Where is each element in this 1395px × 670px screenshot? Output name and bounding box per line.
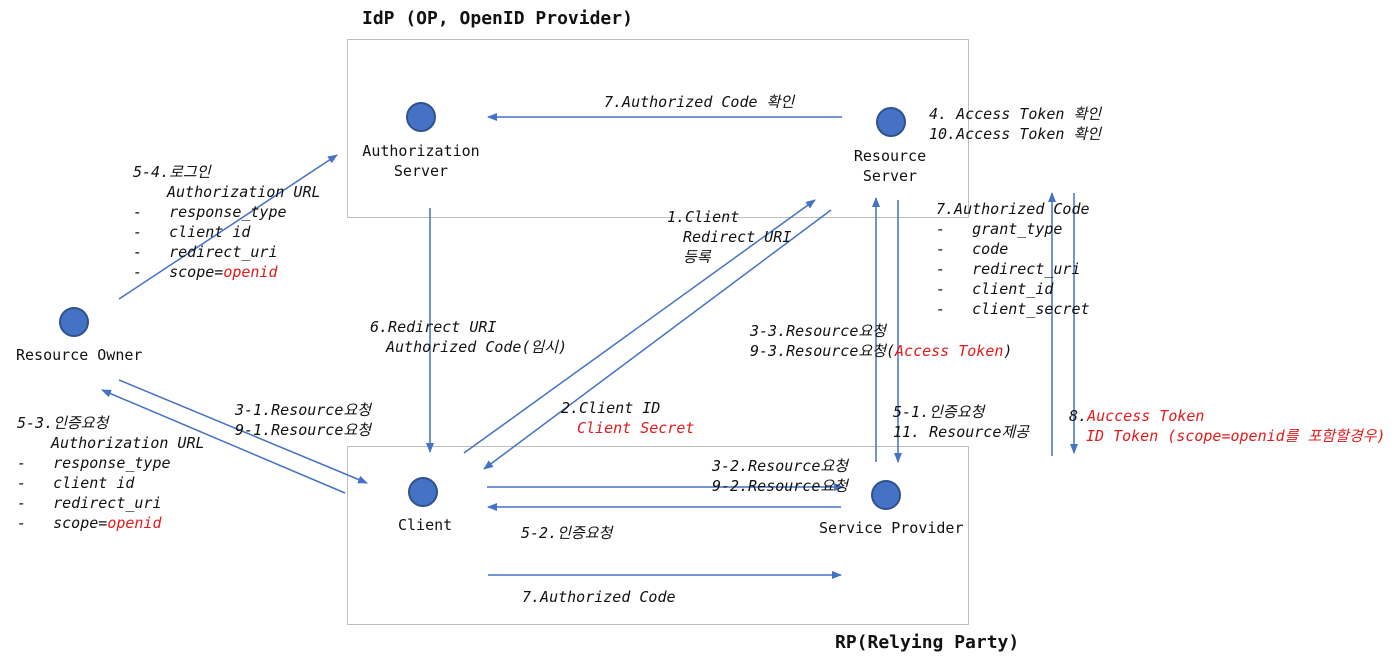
step-3-2-resource: 3-2.Resource요청 <box>712 457 848 475</box>
step-6-redirect-uri: 6.Redirect URI <box>370 318 497 336</box>
step-5-2-auth: 5-2.인증요청 <box>521 524 613 542</box>
step-7-code-bottom: 7.Authorized Code <box>522 588 676 606</box>
step-9-2-resource: 9-2.Resource요청 <box>712 477 848 495</box>
resource-server-label-1: Resource <box>853 147 927 165</box>
step-1-redirect-uri: Redirect URI <box>683 228 792 246</box>
resource-owner-label: Resource Owner <box>16 346 143 364</box>
resource-server-label-2: Server <box>862 167 918 185</box>
arrow-3-1-resource <box>118 379 368 484</box>
authorization-server-label-2: Server <box>393 162 449 180</box>
step-3-3-resource: 3-3.Resource요청 <box>750 322 886 340</box>
step-1-register: 등록 <box>683 248 711 266</box>
step-7-code-check: 7.Authorized Code 확인 <box>604 93 795 111</box>
step-7-code-params-title: 7.Authorized Code <box>936 200 1090 218</box>
step-8-access-token: 8.Auccess Token <box>1069 407 1205 425</box>
step-9-3-resource: 9-3.Resource요청(Access Token) <box>750 342 1013 360</box>
step-4-token-check: 4. Access Token 확인 <box>929 105 1102 123</box>
step-5-3-scope: - scope=openid <box>17 514 162 532</box>
step-5-3-item: - response_type <box>17 454 171 472</box>
authorization-server-node <box>406 102 436 132</box>
service-provider-label: Service Provider <box>819 519 964 537</box>
step-5-1-auth: 5-1.인증요청 <box>893 403 985 421</box>
step-2-client-id: 2.Client ID <box>561 399 661 417</box>
resource-owner-node <box>59 307 89 337</box>
step-9-1-resource: 9-1.Resource요청 <box>235 421 371 439</box>
arrow-5-3-auth <box>101 389 346 494</box>
step-5-4-item: - redirect_uri <box>133 243 278 261</box>
step-7-code-param: - code <box>936 240 1009 258</box>
step-1-client: 1.Client <box>667 208 740 226</box>
step-7-code-param: - grant_type <box>936 220 1063 238</box>
step-2-client-secret: Client Secret <box>577 419 695 437</box>
step-5-3-url: Authorization URL <box>51 434 205 452</box>
step-11-resource: 11. Resource제공 <box>893 423 1029 441</box>
client-label: Client <box>398 516 453 534</box>
step-6-authorized-code: Authorized Code(임시) <box>386 338 568 356</box>
step-7-code-param: - redirect_uri <box>936 260 1081 278</box>
step-3-1-resource: 3-1.Resource요청 <box>235 401 371 419</box>
step-5-4-scope: - scope=openid <box>133 263 278 281</box>
rp-box <box>347 446 969 625</box>
client-node <box>408 477 438 507</box>
arrow-5-4-login <box>118 154 338 300</box>
authorization-server-label-1: Authorization <box>362 142 480 160</box>
step-5-4-item: - response_type <box>133 203 287 221</box>
step-5-4-url: Authorization URL <box>167 183 321 201</box>
resource-server-node <box>876 107 906 137</box>
step-8-id-token: ID Token (scope=openid를 포함할경우) <box>1086 427 1386 445</box>
arrow-1-client-register <box>463 199 816 454</box>
rp-title: RP(Relying Party) <box>835 632 1020 653</box>
arrow-2-client-id <box>483 209 832 470</box>
step-5-3-item: - redirect_uri <box>17 494 162 512</box>
service-provider-node <box>871 480 901 510</box>
step-7-code-param: - client_secret <box>936 300 1090 318</box>
idp-title: IdP (OP, OpenID Provider) <box>362 8 633 29</box>
idp-box <box>347 39 969 218</box>
step-5-3-item: - client id <box>17 474 135 492</box>
step-5-3-title: 5-3.인증요청 <box>17 414 109 432</box>
step-5-4-item: - client id <box>133 223 251 241</box>
step-10-token-check: 10.Access Token 확인 <box>929 125 1102 143</box>
step-5-4-title: 5-4.로그인 <box>133 163 211 181</box>
step-7-code-param: - client_id <box>936 280 1054 298</box>
